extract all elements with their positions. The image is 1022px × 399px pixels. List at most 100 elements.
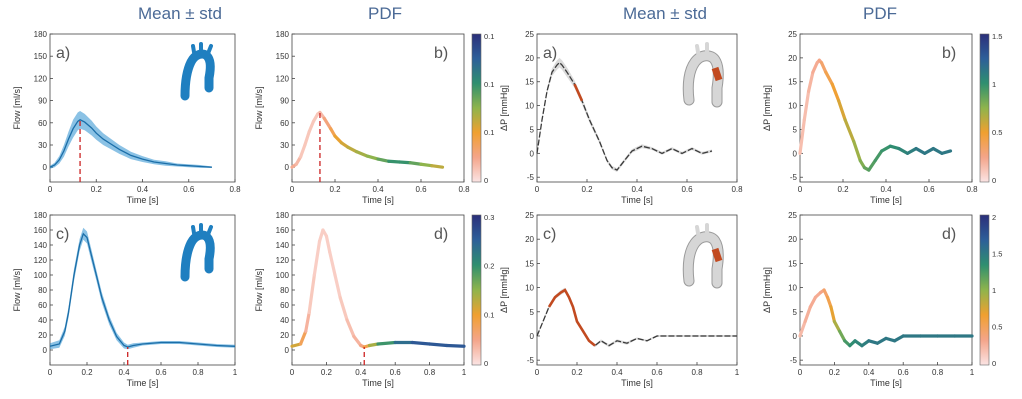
chart-panel-5: 0 0.2 0.4 0.6 0.8 1 0 20 40 60 80 100 120 140 160 180 Ti… (254, 211, 494, 388)
x-tick-label: 1 (970, 368, 975, 377)
aorta-highlight-segment (711, 66, 723, 82)
panel-label: a) (543, 45, 557, 62)
std-band (537, 57, 712, 172)
pdf-segment (307, 119, 316, 134)
pdf-segment (798, 118, 806, 155)
y-tick-label: 120 (34, 256, 48, 265)
x-axis-label: Time [s] (870, 195, 902, 205)
pdf-segment (352, 334, 363, 348)
x-tick-label: 0.8 (932, 368, 944, 377)
y-axis-label: Flow [ml/s] (12, 86, 22, 129)
y-tick-label: 30 (38, 141, 47, 150)
x-tick-label: 0.2 (81, 368, 93, 377)
pdf-segment (328, 250, 337, 277)
x-tick-label: 0.6 (898, 368, 910, 377)
header-mean-std-flow: Mean ± std (138, 4, 222, 23)
y-tick-label: 20 (38, 331, 47, 340)
colorbar-tick-label: 0 (484, 176, 488, 185)
panel-label: c) (543, 226, 556, 243)
x-tick-label: 1 (735, 368, 740, 377)
y-tick-label: 5 (793, 308, 798, 317)
pdf-segment (880, 144, 892, 153)
y-tick-label: 150 (34, 52, 48, 61)
y-tick-label: 60 (280, 301, 289, 310)
x-tick-label: 0.4 (137, 185, 149, 194)
x-tick-label: 0.6 (183, 185, 195, 194)
y-tick-label: 150 (276, 52, 290, 61)
pdf-segment (430, 164, 445, 169)
x-axis-label: Time [s] (127, 195, 159, 205)
blue-aorta-geometry (180, 42, 215, 101)
pdf-segment (837, 329, 847, 343)
y-tick-label: 0 (43, 346, 48, 355)
y-tick-label: 0 (43, 163, 48, 172)
y-tick-label: 120 (276, 256, 290, 265)
colorbar-tick-label: 0.1 (484, 128, 494, 137)
panel-label: d) (942, 226, 956, 243)
pdf-segment (376, 340, 397, 346)
y-tick-label: 10 (525, 102, 534, 111)
aorta-branches (695, 223, 709, 241)
pdf-segment (914, 146, 927, 155)
colorbar-tick-label: 1 (992, 286, 996, 295)
pdf-segment (819, 61, 828, 74)
pdf-segment (397, 160, 412, 165)
y-tick-label: 60 (38, 119, 47, 128)
pdf-segment (867, 158, 877, 172)
y-tick-label: 25 (788, 30, 797, 39)
x-tick-label: 0 (535, 368, 540, 377)
std-band (50, 111, 212, 169)
y-tick-label: 140 (276, 241, 290, 250)
x-tick-label: 0 (290, 368, 295, 377)
colorbar-tick-label: 1 (992, 80, 996, 89)
pdf-segment (923, 146, 935, 155)
std-band (537, 287, 737, 348)
mean-line (536, 289, 737, 347)
aorta-branches (695, 42, 709, 60)
colorbar-tick-label: 0.5 (992, 323, 1002, 332)
pdf-segment (354, 150, 369, 158)
x-tick-label: 0.2 (581, 185, 593, 194)
y-tick-label: 160 (276, 226, 290, 235)
y-tick-label: 10 (525, 284, 534, 293)
x-tick-label: 0 (798, 185, 803, 194)
mean-line (49, 232, 236, 348)
chart-panel-1: 0 0.2 0.4 0.6 0.8 0 30 60 90 120 150 180 Time [s] Flo… (254, 30, 494, 205)
x-tick-label: 0.2 (329, 185, 341, 194)
y-tick-label: 160 (34, 226, 48, 235)
panel-label: b) (942, 45, 956, 62)
pdf-segment (931, 146, 944, 155)
pdf-segment (852, 139, 862, 163)
pdf-segment (345, 318, 356, 339)
pdf-segment (324, 234, 332, 255)
axes-box (799, 33, 973, 183)
y-tick-label: -5 (527, 173, 535, 182)
x-tick-label: 0 (535, 185, 540, 194)
pdf-segment (837, 99, 847, 122)
x-tick-label: 0.2 (829, 368, 841, 377)
x-tick-label: 0.6 (923, 185, 935, 194)
x-tick-label: 0.8 (691, 368, 703, 377)
y-tick-label: 20 (525, 235, 534, 244)
y-tick-label: 10 (788, 102, 797, 111)
colorbar-tick-label: 0.5 (992, 128, 1002, 137)
colorbar-tick-label: 1.5 (992, 32, 1002, 41)
pdf-segment (346, 145, 359, 154)
gray-aorta-geometry (682, 42, 724, 108)
pdf-segment (365, 154, 380, 161)
colorbar-tick-label: 0 (992, 359, 996, 368)
y-tick-label: -5 (527, 356, 535, 365)
x-tick-label: 0.4 (631, 185, 643, 194)
y-tick-label: 60 (38, 301, 47, 310)
y-tick-label: 0 (793, 332, 798, 341)
y-tick-label: 20 (788, 235, 797, 244)
pdf-segment (830, 82, 841, 103)
x-tick-label: 0.6 (415, 185, 427, 194)
colorbar-tick-label: 0.3 (484, 213, 494, 222)
y-tick-label: 0 (285, 346, 290, 355)
mean-line (536, 61, 713, 171)
x-tick-label: 0 (798, 368, 803, 377)
x-tick-label: 0.4 (880, 185, 892, 194)
